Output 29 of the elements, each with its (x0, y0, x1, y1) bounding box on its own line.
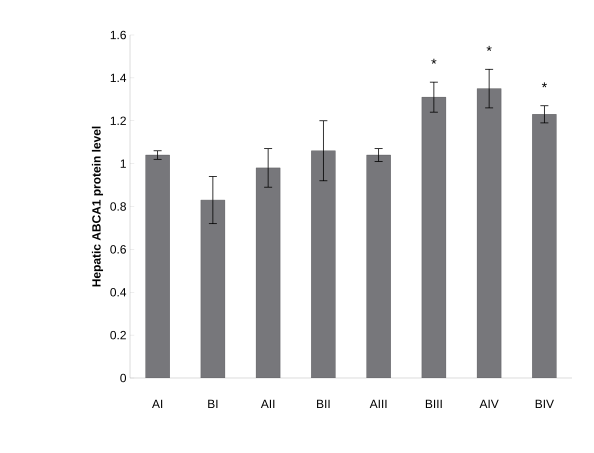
y-tick-label: 1.4 (110, 74, 126, 82)
bar (422, 96, 446, 378)
annotation: * (486, 46, 492, 51)
y-tick-label: 1.2 (110, 116, 126, 125)
bar (532, 114, 557, 378)
y-tick-label: 0.8 (110, 202, 126, 211)
annotation: * (431, 58, 436, 64)
x-tick-label: AII (260, 400, 274, 408)
y-tick-label: 1.6 (110, 30, 126, 40)
y-tick-label: 0 (120, 374, 126, 382)
y-axis-title: Hepatic ABCA1 protein level (92, 126, 104, 286)
bar (145, 154, 170, 378)
bar (366, 154, 391, 378)
x-tick-label: BIV (536, 400, 554, 408)
bar (476, 88, 502, 378)
y-tick-label: 0.6 (110, 245, 126, 254)
x-tick-label: AI (152, 400, 162, 408)
x-tick-label: BII (317, 400, 330, 408)
bar (200, 200, 226, 378)
bar (311, 150, 336, 378)
y-tick-label: 0.4 (110, 288, 126, 296)
y-tick-label: 0.2 (110, 330, 126, 340)
x-tick-label: AIII (370, 400, 386, 408)
bar (256, 168, 280, 378)
y-tick-label: 1 (120, 160, 126, 168)
x-tick-label: AIV (480, 400, 499, 408)
x-tick-label: BI (208, 400, 218, 408)
x-tick-label: BIII (426, 400, 442, 408)
annotation: * (542, 82, 547, 88)
